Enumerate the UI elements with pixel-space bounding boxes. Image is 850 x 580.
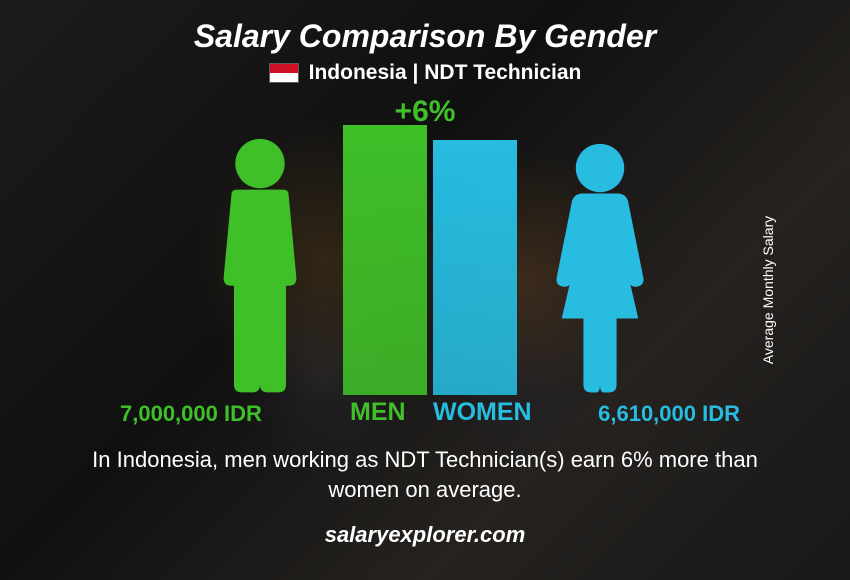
flag-icon [269, 63, 299, 83]
subtitle-text: Indonesia | NDT Technician [309, 61, 582, 85]
men-bar [343, 125, 427, 395]
women-label: WOMEN [433, 398, 532, 427]
women-icon [535, 140, 665, 395]
description-text: In Indonesia, men working as NDT Technic… [65, 445, 785, 504]
difference-label: +6% [395, 95, 456, 129]
flag-top-stripe [270, 64, 298, 73]
men-label: MEN [350, 398, 406, 427]
women-salary: 6,610,000 IDR [598, 401, 740, 427]
men-icon [195, 125, 325, 395]
main-title: Salary Comparison By Gender [194, 18, 656, 55]
women-bar [433, 140, 517, 395]
country-name: Indonesia [309, 61, 407, 84]
men-salary: 7,000,000 IDR [120, 401, 262, 427]
separator: | [413, 61, 419, 84]
y-axis-label: Average Monthly Salary [760, 216, 776, 364]
infographic-content: Salary Comparison By Gender Indonesia | … [0, 0, 850, 580]
flag-bottom-stripe [270, 73, 298, 82]
chart-area: +6% 7,000,000 IDR MEN WOMEN 6,610,000 ID… [75, 95, 775, 435]
job-title: NDT Technician [424, 61, 581, 84]
site-credit: salaryexplorer.com [325, 522, 526, 548]
subtitle-row: Indonesia | NDT Technician [269, 61, 582, 85]
